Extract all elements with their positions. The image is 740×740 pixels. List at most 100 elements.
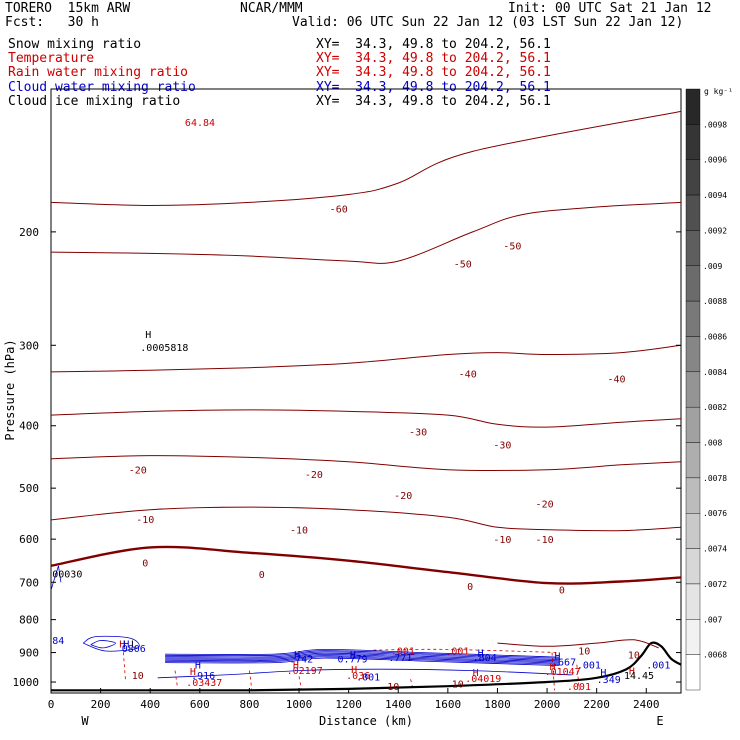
x-tick-label: 600 bbox=[190, 698, 210, 711]
isotherm-label: -10 bbox=[136, 515, 154, 526]
isotherm-line bbox=[50, 455, 682, 471]
annotation-label: H bbox=[351, 665, 357, 676]
colorbar-swatch bbox=[685, 477, 701, 514]
isotherm-label: 0 bbox=[559, 585, 565, 596]
annotation-label: H bbox=[293, 661, 299, 672]
isotherm-label: -60 bbox=[330, 205, 348, 216]
annotation-label: 0.779 bbox=[337, 655, 367, 666]
field-name: Cloud ice mixing ratio bbox=[8, 94, 181, 109]
colorbar-swatch bbox=[685, 371, 701, 408]
colorbar-swatch bbox=[685, 124, 701, 160]
annotation-label: H bbox=[473, 668, 479, 679]
temperature-contours: -60 -50 -50 -40 -40 -30 -30 -20 -20 -20 -20 -10 -10 -… bbox=[50, 110, 682, 693]
valid-time: Valid: 06 UTC Sun 22 Jan 12 (03 LST Sun … bbox=[292, 15, 684, 30]
cloud-water-contour bbox=[165, 656, 560, 665]
cloud-water-contour bbox=[165, 648, 560, 658]
x-tick-label: 1000 bbox=[286, 698, 313, 711]
colorbar-swatch bbox=[685, 265, 701, 302]
annotation-label: 0806 bbox=[122, 644, 146, 655]
isotherm-label: -50 bbox=[503, 242, 521, 253]
colorbar: .0098 .0096 .0094 .0092 .009 .0088 .0086 .0084.… bbox=[685, 88, 727, 691]
forecast-hour: Fcst: 30 h bbox=[5, 15, 99, 30]
annotation-label: .001 bbox=[391, 646, 415, 657]
field-coords: XY= 34.3, 49.8 to 204.2, 56.1 bbox=[316, 37, 551, 52]
annotation-label: .01047 bbox=[545, 667, 581, 678]
annotation-label: H bbox=[195, 661, 201, 672]
annotation-label: H bbox=[145, 330, 151, 341]
isotherm-line bbox=[50, 506, 682, 532]
colorbar-swatch bbox=[685, 88, 701, 125]
isotherm-line bbox=[50, 110, 682, 207]
isotherm-label: -20 bbox=[129, 466, 147, 477]
colorbar-unit: g kg⁻¹ bbox=[704, 87, 733, 96]
field-name: Rain water mixing ratio bbox=[8, 65, 189, 80]
model-source: NCAR/MMM bbox=[240, 1, 303, 16]
annotation-label: 00030 bbox=[52, 569, 82, 580]
cloud-water-contour bbox=[90, 640, 116, 649]
isotherm-label: 10 bbox=[132, 671, 144, 682]
annotation-label: .916 bbox=[191, 671, 215, 682]
y-tick-label: 900 bbox=[19, 647, 39, 660]
plot-title: TORERO 15km ARW bbox=[5, 1, 131, 16]
cloud-water-contour bbox=[165, 655, 560, 664]
rain-water-contour bbox=[410, 679, 414, 691]
annotation-label: H bbox=[629, 667, 635, 678]
annotation-label: H bbox=[190, 667, 196, 678]
cloud-water-contour bbox=[165, 652, 560, 662]
annotation-label: .771 bbox=[388, 653, 412, 664]
rain-water-contour bbox=[373, 648, 560, 653]
colorbar-swatch bbox=[685, 619, 701, 655]
isotherm-label: 10 bbox=[452, 679, 464, 690]
x-tick-label: 1200 bbox=[335, 698, 362, 711]
rain-water-contour bbox=[298, 676, 302, 691]
isotherm-label: -30 bbox=[493, 441, 511, 452]
isotherm-label: -50 bbox=[454, 260, 472, 271]
cloud-water-contour bbox=[165, 657, 560, 666]
isotherm-label: -40 bbox=[459, 370, 477, 381]
colorbar-label: .0096 bbox=[703, 156, 727, 165]
x-tick-label: 1800 bbox=[484, 698, 511, 711]
decorative-contours bbox=[50, 565, 682, 692]
isotherm-label: -10 bbox=[536, 535, 554, 546]
annotation-label: H bbox=[119, 640, 125, 651]
cloud-water-contour bbox=[157, 668, 572, 679]
colorbar-swatch bbox=[685, 442, 701, 479]
y-tick-label: 400 bbox=[19, 420, 39, 433]
cloud-water-contour bbox=[82, 635, 140, 652]
isotherm-label: -30 bbox=[409, 427, 427, 438]
colorbar-label: .0072 bbox=[703, 580, 727, 589]
y-tick-label: 600 bbox=[19, 533, 39, 546]
init-time: Init: 00 UTC Sat 21 Jan 12 bbox=[508, 1, 712, 16]
rain-water-contour bbox=[576, 664, 580, 691]
colorbar-label: .0068 bbox=[703, 651, 727, 660]
colorbar-swatch bbox=[685, 300, 701, 337]
annotation-label: .804 bbox=[473, 653, 497, 664]
annotation-label: 14.45 bbox=[624, 671, 654, 682]
isotherm-label: -20 bbox=[536, 499, 554, 510]
x-tick-label: 0 bbox=[48, 698, 55, 711]
annotation-label: .001 bbox=[567, 682, 591, 693]
annotation-label: .04019 bbox=[465, 674, 501, 685]
y-tick-label: 500 bbox=[19, 482, 39, 495]
colorbar-swatch bbox=[685, 583, 701, 620]
cloud-water-contour bbox=[165, 650, 560, 659]
isotherm-label: -20 bbox=[305, 470, 323, 481]
isotherm-label: 10 bbox=[628, 650, 640, 661]
colorbar-label: .0084 bbox=[703, 368, 727, 377]
field-coords: XY= 34.3, 49.8 to 204.2, 56.1 bbox=[316, 51, 551, 66]
x-tick-label: 2200 bbox=[583, 698, 610, 711]
annotation-label: .001 bbox=[646, 661, 670, 672]
annotation-label: L bbox=[131, 640, 137, 651]
rain-water-contour bbox=[551, 652, 555, 691]
y-axis-label: Pressure (hPa) bbox=[3, 339, 17, 440]
colorbar-swatch bbox=[685, 230, 701, 266]
field-coords: XY= 34.3, 49.8 to 204.2, 56.1 bbox=[316, 65, 551, 80]
annotation-label: .667 bbox=[552, 658, 576, 669]
y-tick-label: 300 bbox=[19, 339, 39, 352]
isotherm-label: -10 bbox=[290, 526, 308, 537]
y-tick-label: 800 bbox=[19, 614, 39, 627]
isotherm-label: 0 bbox=[142, 558, 148, 569]
colorbar-swatch bbox=[685, 406, 701, 443]
annotation-label: 64.84 bbox=[185, 118, 215, 129]
field-name: Temperature bbox=[8, 51, 95, 66]
